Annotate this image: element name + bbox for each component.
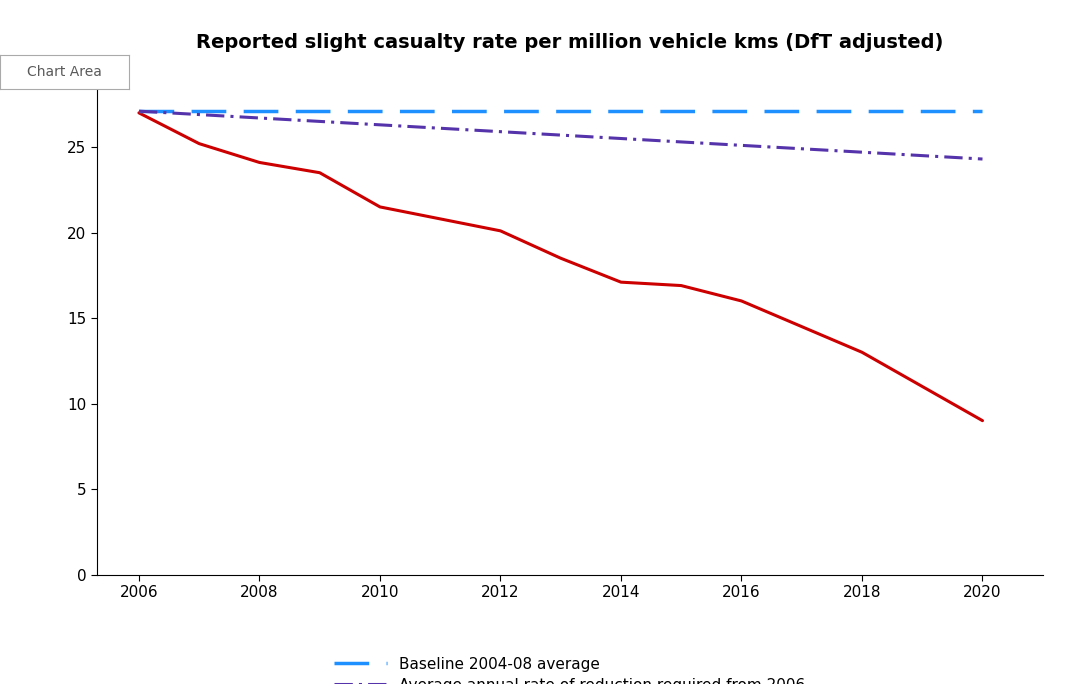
Text: Chart Area: Chart Area <box>27 65 102 79</box>
Title: Reported slight casualty rate per million vehicle kms (DfT adjusted): Reported slight casualty rate per millio… <box>196 33 944 52</box>
Legend: Baseline 2004-08 average, Average annual rate of reduction required from 2006: Baseline 2004-08 average, Average annual… <box>326 649 814 684</box>
